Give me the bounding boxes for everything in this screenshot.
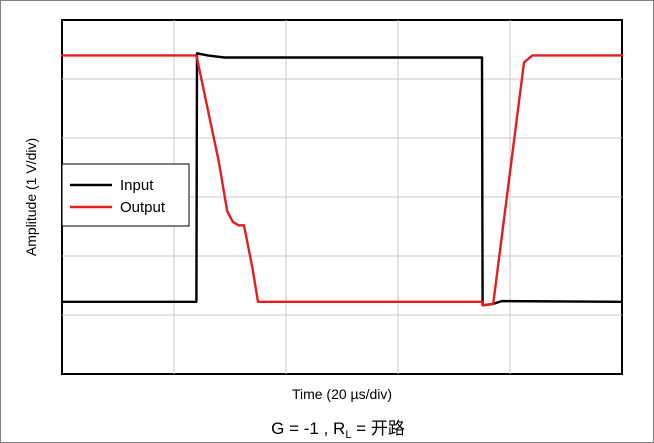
grid bbox=[62, 20, 622, 374]
legend-label-output: Output bbox=[120, 199, 166, 216]
caption-prefix: G = -1 , R bbox=[271, 419, 345, 438]
caption-subscript: L bbox=[345, 429, 351, 441]
series-line-input bbox=[60, 52, 624, 307]
x-axis-label: Time (20 µs/div) bbox=[292, 386, 392, 402]
legend: Input Output bbox=[61, 163, 190, 227]
y-axis-label: Amplitude (1 V/div) bbox=[23, 138, 39, 256]
legend-label-input: Input bbox=[120, 177, 154, 194]
series-line-output bbox=[60, 54, 624, 307]
legend-box bbox=[61, 163, 190, 227]
figure-caption: G = -1 , RL = 开路 bbox=[271, 419, 405, 441]
series-layer bbox=[60, 52, 624, 307]
caption-suffix: = 开路 bbox=[351, 419, 404, 438]
